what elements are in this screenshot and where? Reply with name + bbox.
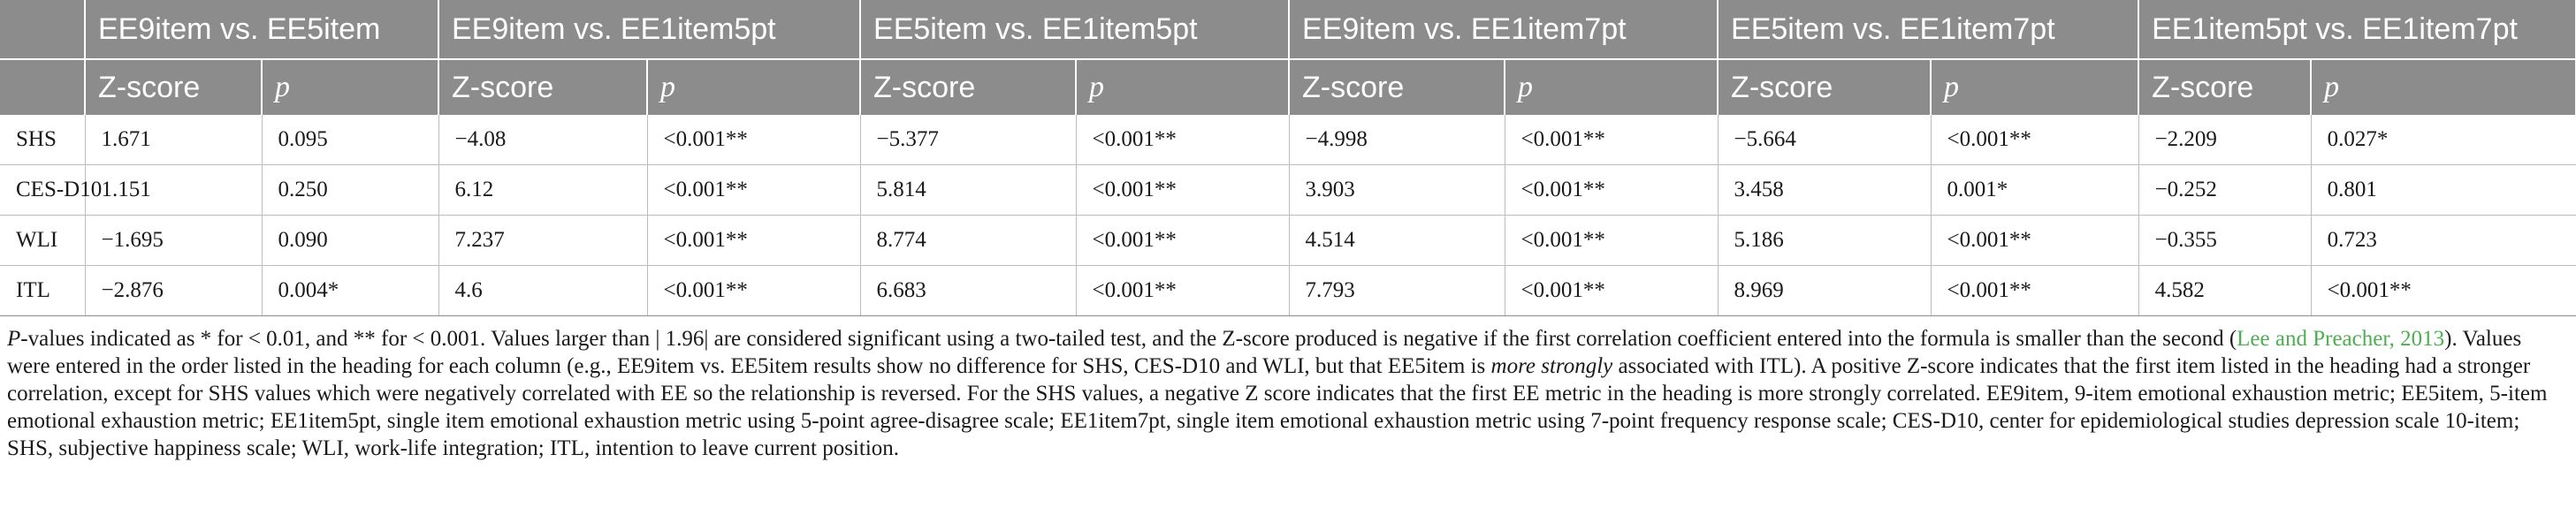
z-score-cell: 6.12 <box>438 164 648 216</box>
z-score-cell: 1.671 <box>85 115 263 165</box>
footnote-text-2: ). Values were entered in the order list… <box>7 327 2522 378</box>
group-header: EE1item5pt vs. EE1item7pt <box>2138 0 2576 59</box>
group-header: EE9item vs. EE1item5pt <box>438 0 862 59</box>
p-value-cell: <0.001** <box>1505 265 1719 316</box>
p-value-cell: <0.001** <box>1505 115 1719 165</box>
z-score-header: Z-score <box>1718 58 1932 115</box>
p-header: p <box>262 58 439 115</box>
row-label: WLI <box>0 215 86 266</box>
corner-cell <box>0 58 86 115</box>
z-score-header: Z-score <box>438 58 648 115</box>
p-value-cell: <0.001** <box>1505 164 1719 216</box>
z-score-cell: 6.683 <box>860 265 1077 316</box>
corner-cell <box>0 0 86 59</box>
row-label: ITL <box>0 265 86 316</box>
table-body: SHS 1.671 0.095 −4.08 <0.001** −5.377 <0.001**… <box>0 115 2576 316</box>
z-score-cell: 5.814 <box>860 164 1077 216</box>
p-value-cell: <0.001** <box>647 115 861 165</box>
z-score-cell: −5.377 <box>860 115 1077 165</box>
row-label: CES-D10 <box>0 164 102 216</box>
footnote-p-italic: P <box>7 327 21 351</box>
table-row: WLI −1.695 0.090 7.237 <0.001** 8.774 <0.001**… <box>0 215 2576 266</box>
z-score-cell: −0.252 <box>2138 164 2312 216</box>
z-score-cell: 7.237 <box>438 215 648 266</box>
p-value-cell: <0.001** <box>1931 265 2139 316</box>
p-value-cell: <0.001** <box>647 215 861 266</box>
p-value-cell: 0.090 <box>262 215 439 266</box>
z-score-cell: −1.695 <box>85 215 263 266</box>
p-value-cell: <0.001** <box>1505 215 1719 266</box>
group-header-row: EE9item vs. EE5item EE9item vs. EE1item5… <box>0 0 2576 59</box>
p-header: p <box>1505 58 1719 115</box>
p-value-cell: 0.095 <box>262 115 439 165</box>
p-value-cell: <0.001** <box>1076 164 1290 216</box>
z-score-cell: −0.355 <box>2138 215 2312 266</box>
citation-link[interactable]: Lee and Preacher, 2013 <box>2237 327 2445 351</box>
p-header: p <box>1076 58 1291 115</box>
group-header: EE5item vs. EE1item5pt <box>860 0 1291 59</box>
z-score-cell: −2.876 <box>85 265 263 316</box>
footnote-text-1: -values indicated as * for < 0.01, and *… <box>20 327 2237 351</box>
p-value-cell: 0.723 <box>2311 215 2576 266</box>
p-value-cell: <0.001** <box>1931 115 2139 165</box>
z-score-cell: 3.458 <box>1718 164 1932 216</box>
group-header: EE5item vs. EE1item7pt <box>1718 0 2140 59</box>
z-score-cell: 4.514 <box>1289 215 1505 266</box>
z-score-cell: −4.08 <box>438 115 648 165</box>
z-score-cell: 4.582 <box>2138 265 2312 316</box>
group-header: EE9item vs. EE1item7pt <box>1289 0 1719 59</box>
p-value-cell: <0.001** <box>1076 215 1290 266</box>
table-container: EE9item vs. EE5item EE9item vs. EE1item5… <box>0 0 2576 462</box>
z-score-cell: 8.969 <box>1718 265 1932 316</box>
p-value-cell: <0.001** <box>2311 265 2576 316</box>
p-header: p <box>2311 58 2576 115</box>
table-footnote: P-values indicated as * for < 0.01, and … <box>0 316 2574 462</box>
group-header: EE9item vs. EE5item <box>85 0 439 59</box>
z-score-cell: 5.186 <box>1718 215 1932 266</box>
z-score-cell: 8.774 <box>860 215 1077 266</box>
p-header: p <box>647 58 862 115</box>
table-row: CES-D10 1.151 0.250 6.12 <0.001** 5.814 <0.001… <box>0 164 2576 216</box>
footnote-emphasis: more strongly <box>1490 354 1613 378</box>
table-row: ITL −2.876 0.004* 4.6 <0.001** 6.683 <0.001** 7… <box>0 265 2576 316</box>
p-value-cell: 0.001* <box>1931 164 2139 216</box>
z-score-cell: −5.664 <box>1718 115 1932 165</box>
z-score-header: Z-score <box>85 58 263 115</box>
p-value-cell: 0.027* <box>2311 115 2576 165</box>
p-value-cell: <0.001** <box>647 265 861 316</box>
p-value-cell: <0.001** <box>1076 115 1290 165</box>
z-score-header: Z-score <box>2138 58 2313 115</box>
z-score-cell: 1.151 <box>85 164 263 216</box>
comparison-table: EE9item vs. EE5item EE9item vs. EE1item5… <box>0 0 2576 316</box>
table-row: SHS 1.671 0.095 −4.08 <0.001** −5.377 <0.001**… <box>0 115 2576 165</box>
z-score-cell: 4.6 <box>438 265 648 316</box>
footnote-text-3: associated with ITL). A positive Z-score… <box>7 354 2548 460</box>
p-header: p <box>1931 58 2140 115</box>
z-score-cell: 3.903 <box>1289 164 1505 216</box>
z-score-cell: 7.793 <box>1289 265 1505 316</box>
z-score-cell: −2.209 <box>2138 115 2312 165</box>
p-value-cell: <0.001** <box>1931 215 2139 266</box>
p-value-cell: 0.801 <box>2311 164 2576 216</box>
p-value-cell: <0.001** <box>647 164 861 216</box>
p-value-cell: 0.250 <box>262 164 439 216</box>
z-score-header: Z-score <box>860 58 1078 115</box>
p-value-cell: <0.001** <box>1076 265 1290 316</box>
p-value-cell: 0.004* <box>262 265 439 316</box>
z-score-header: Z-score <box>1289 58 1506 115</box>
z-score-cell: −4.998 <box>1289 115 1505 165</box>
row-label: SHS <box>0 115 86 165</box>
sub-header-row: Z-score p Z-score p Z-score p Z-score p … <box>0 58 2576 115</box>
